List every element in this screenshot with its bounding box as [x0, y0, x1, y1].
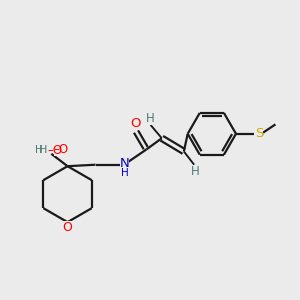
Text: N: N: [119, 157, 129, 170]
Text: H: H: [190, 165, 199, 178]
Text: O: O: [63, 220, 73, 234]
Text: H: H: [121, 168, 128, 178]
Text: –O: –O: [48, 144, 63, 157]
Text: H: H: [35, 145, 43, 155]
Text: H: H: [39, 145, 47, 155]
Text: O: O: [130, 117, 140, 130]
Text: –O: –O: [54, 143, 69, 156]
Text: H: H: [146, 112, 154, 125]
Text: S: S: [255, 127, 263, 140]
